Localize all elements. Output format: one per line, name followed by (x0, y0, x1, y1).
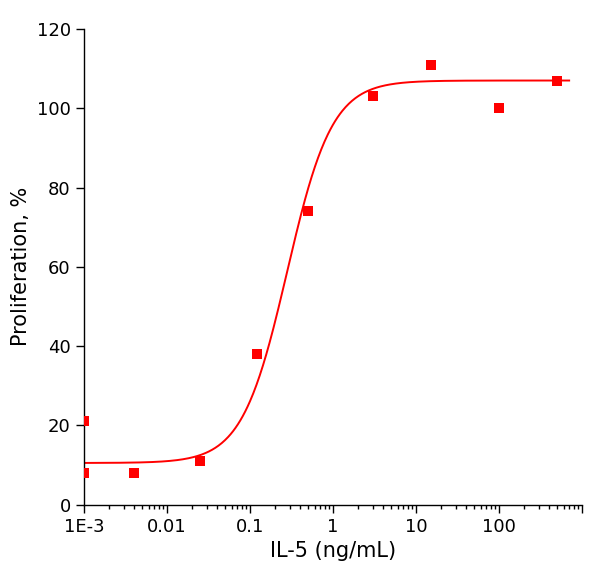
Point (303, 206, 313, 216)
Point (195, 456, 205, 466)
Y-axis label: Proliferation, %: Proliferation, % (11, 187, 31, 346)
Point (426, 60, 436, 69)
Point (129, 468, 139, 477)
Point (552, 76, 562, 85)
Point (79, 468, 89, 477)
Point (494, 104, 504, 113)
X-axis label: IL-5 (ng/mL): IL-5 (ng/mL) (270, 541, 396, 561)
Point (368, 92, 377, 101)
Point (79, 416, 89, 426)
Point (252, 349, 262, 358)
